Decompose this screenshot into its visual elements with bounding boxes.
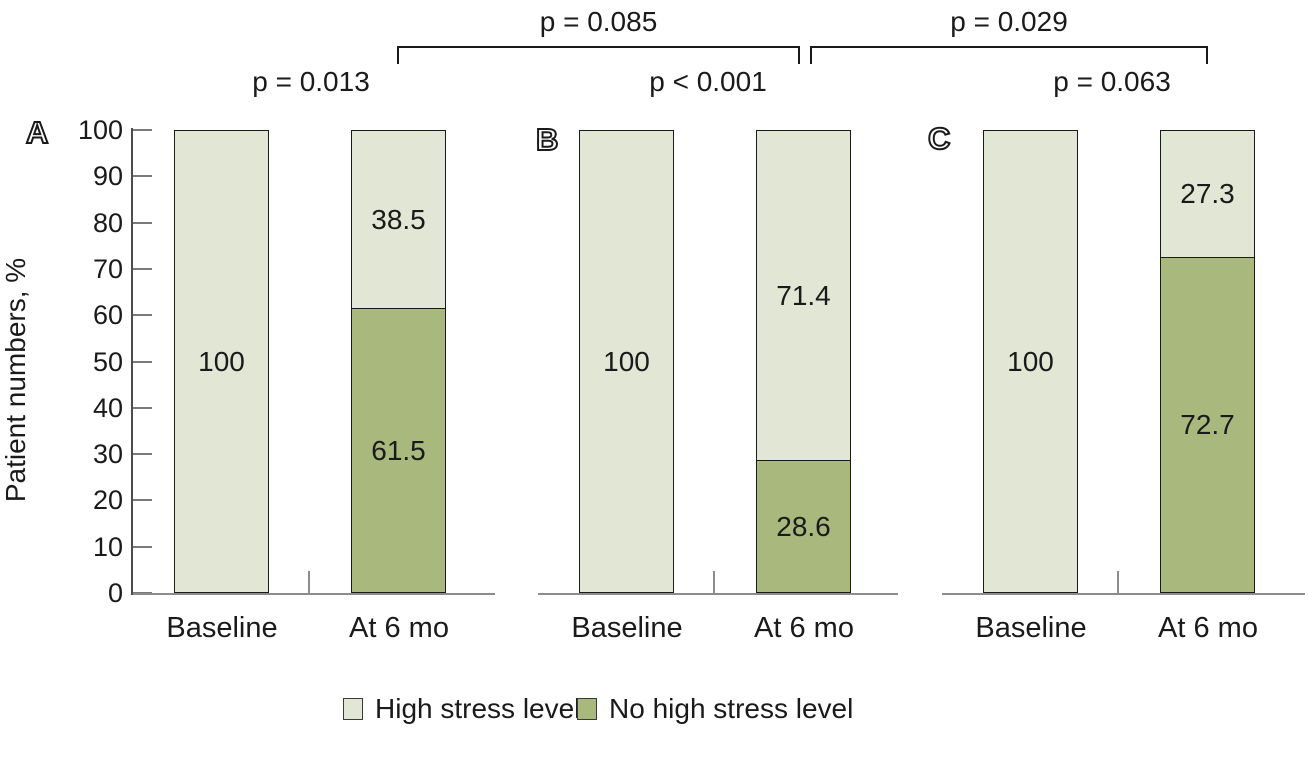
p-value-panel-c: p = 0.063: [1053, 66, 1171, 97]
y-axis-tick: [133, 129, 152, 131]
legend-item-no-high-stress: No high stress level: [577, 694, 853, 724]
segment-value-label: 100: [1007, 345, 1054, 377]
legend-label: No high stress level: [609, 693, 854, 724]
segment-high-stress: 100: [984, 131, 1077, 592]
category-label-at-6-mo: At 6 mo: [754, 612, 854, 644]
legend-label: High stress level: [375, 693, 581, 724]
category-label-at-6-mo: At 6 mo: [349, 612, 449, 644]
y-axis-line: [131, 128, 133, 595]
y-axis-tick: [133, 453, 152, 456]
y-axis-tick: [133, 267, 152, 270]
category-label-baseline: Baseline: [166, 612, 278, 644]
panel-letter-a: A: [25, 115, 50, 150]
x-axis-mid-tick: [308, 571, 310, 593]
bar-c-baseline: 100: [983, 130, 1078, 593]
bar-b-at-6-mo: 71.4 28.6: [756, 130, 851, 593]
segment-value-label: 72.7: [1180, 408, 1235, 440]
y-axis-tick: [133, 545, 152, 548]
panel-c: 100 27.3 72.7 Baseline At 6 mo: [942, 0, 1305, 779]
category-label-baseline: Baseline: [975, 612, 1087, 644]
segment-high-stress: 71.4: [757, 131, 850, 461]
segment-value-label: 61.5: [371, 434, 426, 466]
y-axis-tick-label: 30: [92, 439, 123, 470]
category-label-at-6-mo: At 6 mo: [1158, 612, 1258, 644]
bar-a-baseline: 100: [174, 130, 269, 593]
y-axis-tick-label: 90: [92, 161, 123, 192]
segment-value-label: 100: [198, 345, 245, 377]
y-axis-tick-label: 60: [92, 300, 123, 331]
legend-item-high-stress: High stress level: [343, 694, 580, 724]
p-value-panel-b: p < 0.001: [649, 66, 767, 97]
x-axis-mid-tick: [713, 571, 715, 593]
bar-a-at-6-mo: 38.5 61.5: [351, 130, 446, 593]
panel-a: 100 38.5 61.5 Baseline At 6 mo: [133, 0, 495, 779]
y-axis-tick: [133, 221, 152, 224]
segment-high-stress: 38.5: [352, 131, 445, 309]
segment-no-high-stress: 61.5: [352, 308, 445, 592]
y-axis-tick: [133, 499, 152, 502]
legend-swatch-high-stress: [343, 698, 363, 720]
panel-b: 100 71.4 28.6 Baseline At 6 mo: [538, 0, 898, 779]
segment-high-stress: 100: [580, 131, 673, 592]
comparison-bracket-a-b: [397, 46, 800, 66]
p-value-comparison-a-b: p = 0.085: [539, 6, 658, 37]
y-axis-tick: [133, 175, 152, 178]
y-axis-tick-label: 20: [92, 485, 123, 516]
x-axis-line: [133, 593, 495, 595]
segment-no-high-stress: 28.6: [757, 460, 850, 592]
y-axis-tick-label: 50: [92, 346, 123, 377]
y-axis-title: Patient numbers, %: [0, 257, 31, 503]
y-axis-tick-label: 80: [92, 207, 123, 238]
y-axis-tick-label: 70: [92, 253, 123, 284]
y-axis-tick-label: 0: [107, 578, 123, 608]
panel-letter-c: C: [927, 121, 952, 156]
segment-high-stress: 27.3: [1161, 131, 1254, 257]
category-label-baseline: Baseline: [571, 612, 683, 644]
segment-value-label: 100: [603, 345, 650, 377]
y-axis-tick-label: 100: [77, 115, 123, 145]
segment-high-stress: 100: [175, 131, 268, 592]
segment-value-label: 71.4: [776, 279, 831, 311]
bar-b-baseline: 100: [579, 130, 674, 593]
bar-c-at-6-mo: 27.3 72.7: [1160, 130, 1255, 593]
segment-value-label: 27.3: [1180, 177, 1235, 209]
x-axis-line: [942, 593, 1305, 595]
panel-letter-b: B: [535, 122, 560, 157]
x-axis-mid-tick: [1117, 571, 1119, 593]
p-value-panel-a: p = 0.013: [252, 66, 370, 97]
y-axis-tick-label: 40: [92, 392, 123, 423]
y-axis-tick: [133, 406, 152, 409]
x-axis-line: [538, 593, 898, 595]
y-axis-tick: [133, 360, 152, 363]
legend-swatch-no-high-stress: [577, 698, 597, 720]
segment-value-label: 28.6: [776, 510, 831, 542]
comparison-bracket-b-c: [810, 46, 1208, 66]
segment-no-high-stress: 72.7: [1161, 256, 1254, 592]
y-axis-tick: [133, 314, 152, 317]
p-value-comparison-b-c: p = 0.029: [950, 6, 1068, 37]
y-axis-tick-label: 10: [92, 531, 123, 562]
segment-value-label: 38.5: [371, 203, 426, 235]
